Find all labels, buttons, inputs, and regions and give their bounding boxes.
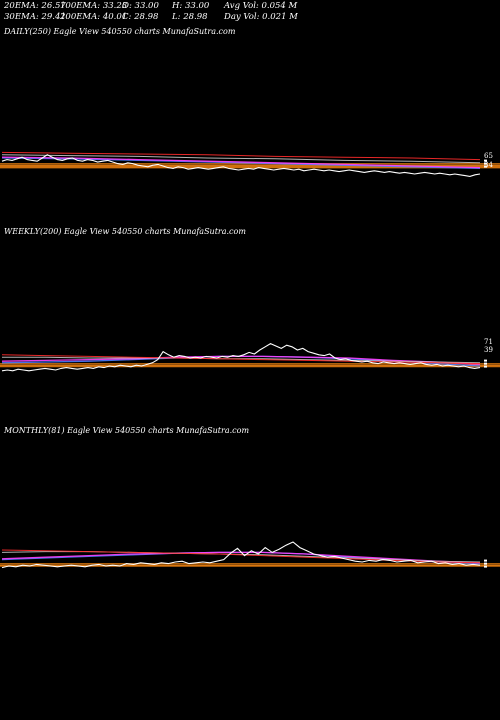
ema30-line	[1, 355, 481, 366]
right-edge-marker	[484, 359, 487, 362]
price-level-label: 39	[484, 346, 493, 354]
price-level-label: 65	[484, 152, 493, 160]
ema100-value: 100EMA: 33.23	[60, 1, 128, 11]
right-edge-marker	[484, 559, 487, 562]
right-edge-marker	[484, 162, 487, 165]
daily-panel-title: DAILY(250) Eagle View 540550 charts Muna…	[4, 27, 236, 36]
ema200-line	[1, 354, 481, 365]
day-volume-value: Day Vol: 0.021 M	[224, 12, 298, 22]
ema200-line	[1, 151, 481, 161]
indicator-row-2: 30EMA: 29.41 200EMA: 40.01 C: 28.98 L: 2…	[4, 12, 496, 23]
price-line	[1, 541, 481, 569]
ema100-line	[1, 154, 481, 164]
price-level-label: 71	[484, 338, 493, 346]
indicator-row-1: 20EMA: 26.57 100EMA: 33.23 O: 33.00 H: 3…	[4, 1, 496, 12]
ema200-value: 200EMA: 40.01	[60, 12, 128, 22]
right-edge-marker	[484, 565, 487, 568]
ema20-value: 20EMA: 26.57	[4, 1, 66, 11]
ema20-line	[1, 157, 481, 170]
low-value: L: 28.98	[172, 12, 208, 22]
price-line	[1, 342, 481, 372]
price-line	[1, 154, 481, 177]
price-level-label: 34	[484, 161, 493, 169]
ema30-line	[1, 156, 481, 169]
ema200-line	[1, 549, 481, 564]
right-edge-marker	[484, 362, 487, 365]
avg-volume-value: Avg Vol: 0.054 M	[224, 1, 298, 11]
right-edge-marker	[484, 159, 487, 162]
right-edge-marker	[484, 365, 487, 368]
indicator-header: 20EMA: 26.57 100EMA: 33.23 O: 33.00 H: 3…	[4, 1, 496, 23]
right-edge-marker	[484, 165, 487, 168]
weekly-panel-title: WEEKLY(200) Eagle View 540550 charts Mun…	[4, 227, 246, 236]
close-value: C: 28.98	[122, 12, 159, 22]
ema30-value: 30EMA: 29.41	[4, 12, 66, 22]
monthly-panel-title: MONTHLY(81) Eagle View 540550 charts Mun…	[4, 426, 250, 435]
high-value: H: 33.00	[172, 1, 210, 11]
open-value: O: 33.00	[122, 1, 159, 11]
right-edge-marker	[484, 562, 487, 565]
